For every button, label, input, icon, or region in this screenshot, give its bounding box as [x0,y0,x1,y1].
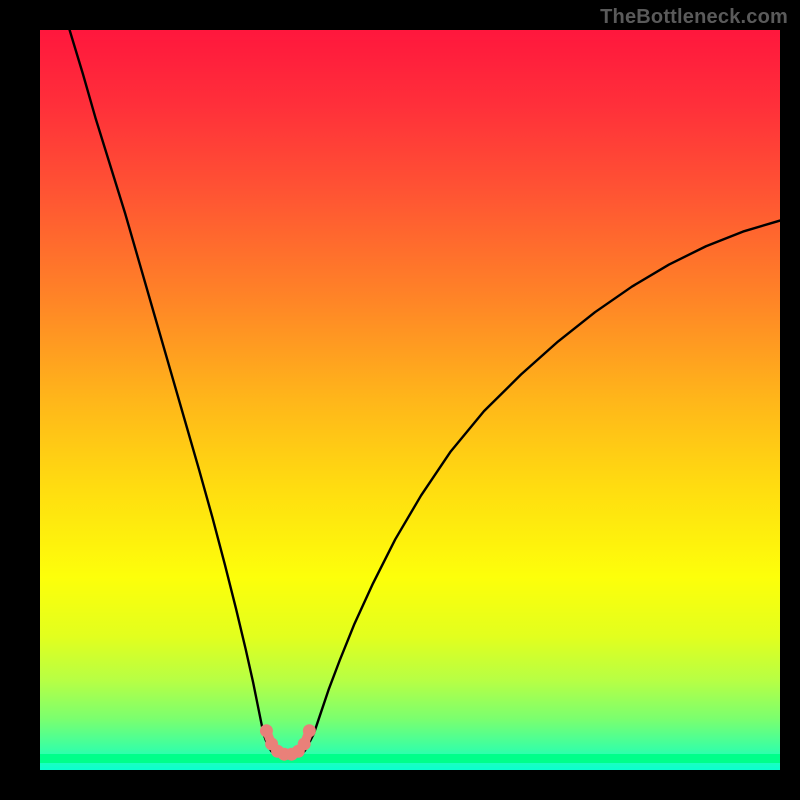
chart-canvas: TheBottleneck.com [0,0,800,800]
watermark-text: TheBottleneck.com [600,6,788,29]
minimum-markers [40,30,780,763]
plot-area [40,30,780,763]
